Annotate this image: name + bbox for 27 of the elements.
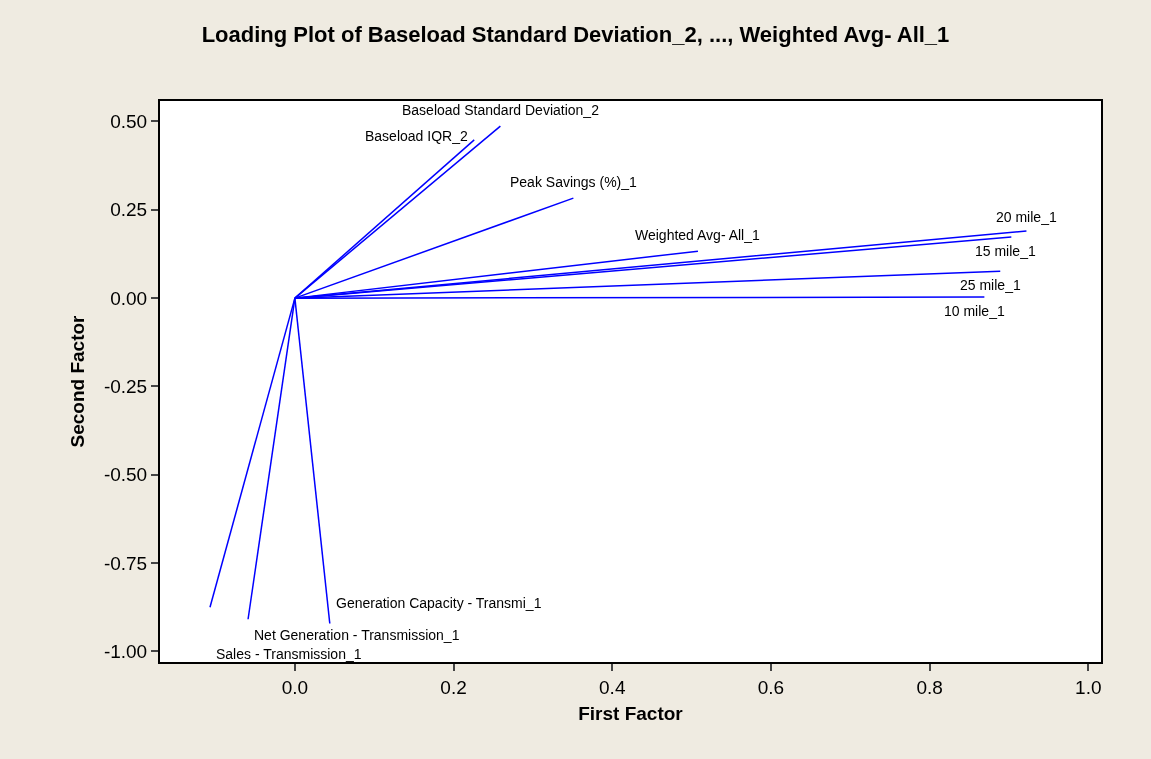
y-tick-label: -0.25 [103,376,148,398]
y-tick-label: 0.50 [110,111,148,133]
x-axis-title: First Factor [578,703,684,725]
y-tick-label: -0.75 [103,552,148,574]
series-label: Peak Savings (%)_1 [510,174,638,190]
y-tick-label: 0.00 [110,287,148,309]
x-tick-label: 0.4 [599,676,626,698]
x-tick-label: 0.2 [440,676,467,698]
y-tick-label: -0.50 [103,464,148,486]
x-tick-label: 1.0 [1075,676,1102,698]
text: Sales - Transmission_1 [216,646,362,662]
series-label: Net Generation - Transmission_1 [254,627,460,643]
x-tick-label: 0.0 [281,676,309,698]
series-label: 15 mile_1 [975,243,1036,259]
chart-title: Loading Plot of Baseload Standard Deviation_2, ..., Weighted Avg- All_1 [201,21,950,47]
x-tick-label: 0.6 [757,676,785,698]
y-tick-label: 0.25 [110,199,148,221]
series-label: 10 mile_1 [944,303,1005,319]
series-label: Weighted Avg- All_1 [635,227,760,243]
series-label: Baseload IQR_2 [365,128,468,144]
y-axis-title: Second Factor [67,314,89,448]
series-label: Generation Capacity - Transmi_1 [336,595,542,611]
y-tick-label: -1.00 [103,641,148,663]
series-label: Baseload Standard Deviation_2 [402,102,600,118]
series-label: 25 mile_1 [960,277,1021,293]
series-label: 20 mile_1 [996,209,1057,225]
x-tick-label: 0.8 [916,676,943,698]
